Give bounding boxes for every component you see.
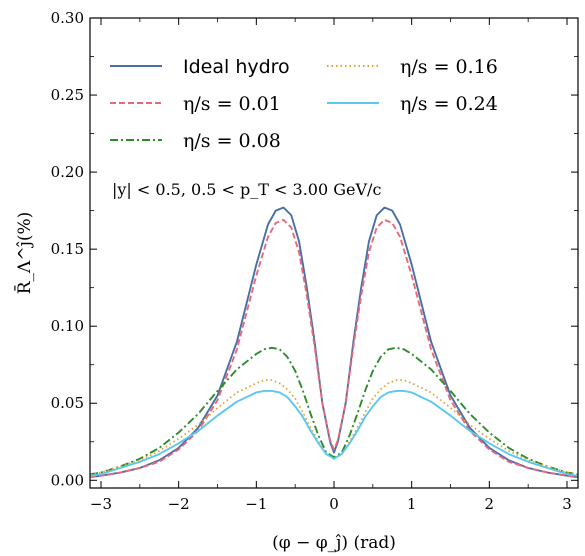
x-tick-label: −1: [245, 495, 267, 513]
y-tick-label: 0.20: [51, 163, 84, 181]
axes-frame: [89, 17, 579, 489]
x-tick-label: 2: [485, 495, 495, 513]
legend-label-4: η/s = 0.24: [400, 93, 498, 115]
legend-label-3: η/s = 0.16: [400, 56, 498, 78]
series-line-4: [89, 389, 579, 477]
annotation-text: |y| < 0.5, 0.5 < p_T < 3.00 GeV/c: [112, 180, 381, 199]
y-tick-label: 0.10: [51, 317, 84, 335]
legend-label-0: Ideal hydro: [183, 56, 290, 78]
y-tick-label: 0.15: [51, 240, 84, 258]
y-tick-label: 0.30: [51, 9, 84, 27]
y-tick-label: 0.05: [51, 394, 84, 412]
axes-layer: −3 −2 −1 0 1 2 3 0.00 0.05 0.10 0.15 0.20 0.25 0.30 (φ…: [13, 9, 579, 553]
series-line-0: [89, 206, 579, 479]
x-tick-label: 1: [407, 495, 417, 513]
y-tick-label: 0.00: [51, 471, 84, 489]
legend-label-2: η/s = 0.08: [183, 130, 281, 152]
series-layer: [89, 206, 579, 479]
legend-label-1: η/s = 0.01: [183, 93, 281, 115]
y-tick-label: 0.25: [51, 86, 84, 104]
x-tick-label: 0: [329, 495, 339, 513]
x-tick-label: 3: [562, 495, 572, 513]
series-line-2: [89, 346, 579, 476]
legend: Ideal hydro η/s = 0.01 η/s = 0.08 η/s = 0.1…: [110, 56, 498, 152]
x-tick-label: −2: [168, 495, 190, 513]
x-axis-label: (φ − φ_ĵ) (rad): [272, 533, 396, 553]
x-tick-label: −3: [90, 495, 112, 513]
y-axis-label: R̄_Λ^ĵ(%): [13, 212, 35, 295]
series-line-1: [89, 218, 579, 479]
